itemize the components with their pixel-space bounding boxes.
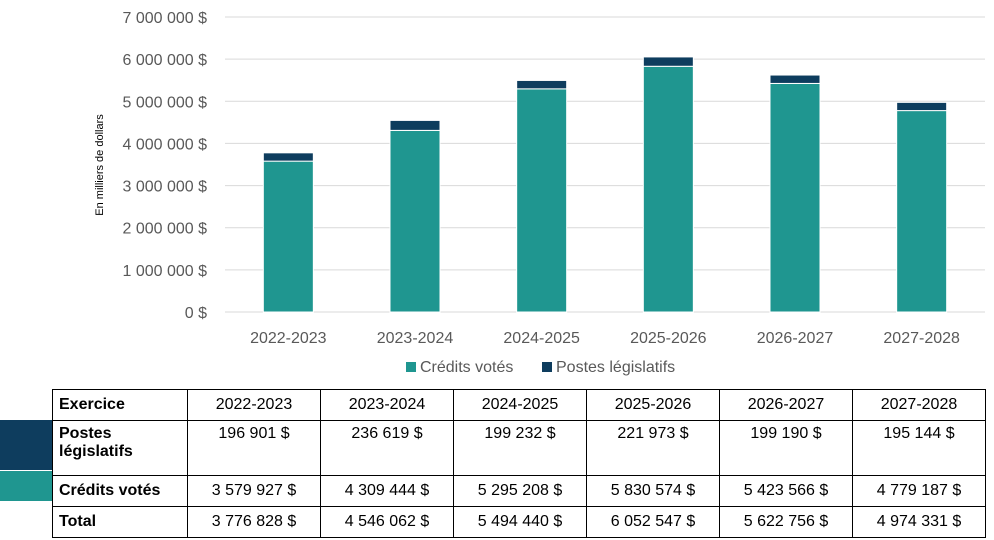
table-cell: 236 619 $	[320, 420, 454, 476]
table-header-label: Exercice	[52, 389, 188, 421]
bar-segment-postes-legislatifs	[516, 79, 568, 90]
swatch-credits-votes	[0, 471, 52, 501]
table-cell: 5 622 756 $	[719, 506, 853, 538]
bar-segment-credits-votes	[642, 65, 694, 313]
bar-segment-postes-legislatifs	[262, 152, 314, 162]
y-axis-label: En milliers de dollars	[94, 114, 106, 216]
legend-label: Crédits votés	[420, 359, 513, 376]
legend-swatch	[406, 362, 416, 372]
table-cell: 199 190 $	[719, 420, 853, 476]
table-cell: 221 973 $	[586, 420, 720, 476]
swatch-postes-legislatifs	[0, 420, 52, 470]
table-row-label: Crédits votés	[52, 475, 188, 507]
x-tick-label: 2026-2027	[757, 330, 834, 347]
table-cell: 4 546 062 $	[320, 506, 454, 538]
bar-segment-credits-votes	[262, 160, 314, 313]
table-row-label: Total	[52, 506, 188, 538]
legend-label: Postes législatifs	[556, 359, 675, 376]
data-table: Exercice 2022-2023 2023-2024 2024-2025 2…	[52, 389, 986, 538]
table-cell: 3 579 927 $	[187, 475, 321, 507]
table-header-cell: 2026-2027	[719, 389, 853, 421]
bars	[262, 56, 948, 313]
table-row-postes-legislatifs: Postes législatifs 196 901 $ 236 619 $ 1…	[52, 420, 986, 476]
bar-segment-postes-legislatifs	[642, 56, 694, 67]
x-tick-label: 2027-2028	[883, 330, 960, 347]
table-cell: 195 144 $	[852, 420, 986, 476]
table-row-total: Total 3 776 828 $ 4 546 062 $ 5 494 440 …	[52, 506, 986, 538]
legend-swatch	[542, 362, 552, 372]
bar-segment-credits-votes	[896, 110, 948, 313]
y-tick-label: 2 000 000 $	[122, 221, 207, 238]
bar-segment-postes-legislatifs	[389, 119, 441, 131]
table-header-cell: 2022-2023	[187, 389, 321, 421]
y-tick-label: 5 000 000 $	[122, 94, 207, 111]
table-cell: 5 494 440 $	[453, 506, 587, 538]
y-tick-label: 1 000 000 $	[122, 263, 207, 280]
table-row-label: Postes législatifs	[52, 420, 188, 476]
y-tick-label: 0 $	[185, 305, 207, 322]
table-header-cell: 2025-2026	[586, 389, 720, 421]
table-cell: 6 052 547 $	[586, 506, 720, 538]
y-tick-label: 7 000 000 $	[122, 10, 207, 27]
x-tick-label: 2025-2026	[630, 330, 707, 347]
y-tick-label: 4 000 000 $	[122, 136, 207, 153]
table-row-credits-votes: Crédits votés 3 579 927 $ 4 309 444 $ 5 …	[52, 475, 986, 507]
table-cell: 5 295 208 $	[453, 475, 587, 507]
gridlines	[225, 16, 985, 313]
bar-segment-credits-votes	[769, 82, 821, 313]
table-cell: 199 232 $	[453, 420, 587, 476]
table-header-row: Exercice 2022-2023 2023-2024 2024-2025 2…	[52, 389, 986, 421]
table-cell: 4 974 331 $	[852, 506, 986, 538]
table-header-cell: 2027-2028	[852, 389, 986, 421]
x-tick-label: 2023-2024	[377, 330, 454, 347]
y-axis-ticks: 0 $ 1 000 000 $ 2 000 000 $ 3 000 000 $ 4 00…	[122, 10, 207, 322]
table-cell: 3 776 828 $	[187, 506, 321, 538]
y-tick-label: 6 000 000 $	[122, 52, 207, 69]
bar-segment-credits-votes	[516, 88, 568, 313]
table-cell: 5 423 566 $	[719, 475, 853, 507]
x-axis-ticks: 2022-2023 2023-2024 2024-2025 2025-2026 2026…	[250, 330, 960, 347]
table-header-cell: 2024-2025	[453, 389, 587, 421]
bar-segment-postes-legislatifs	[896, 101, 948, 112]
y-tick-label: 3 000 000 $	[122, 179, 207, 196]
table-cell: 4 309 444 $	[320, 475, 454, 507]
x-tick-label: 2024-2025	[503, 330, 580, 347]
stacked-bar-chart: 0 $ 1 000 000 $ 2 000 000 $ 3 000 000 $ 4 00…	[94, 10, 985, 376]
bar-segment-postes-legislatifs	[769, 74, 821, 84]
legend: Crédits votés Postes législatifs	[406, 359, 675, 376]
table-cell: 196 901 $	[187, 420, 321, 476]
table-header-cell: 2023-2024	[320, 389, 454, 421]
table-cell: 5 830 574 $	[586, 475, 720, 507]
bar-segment-credits-votes	[389, 129, 441, 313]
x-tick-label: 2022-2023	[250, 330, 327, 347]
table-cell: 4 779 187 $	[852, 475, 986, 507]
